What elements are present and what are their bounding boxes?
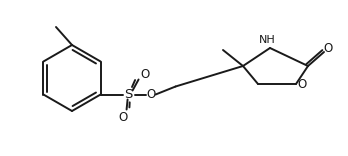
- Text: O: O: [140, 68, 149, 81]
- Text: NH: NH: [259, 35, 275, 45]
- Text: O: O: [118, 111, 127, 124]
- Text: O: O: [298, 78, 307, 92]
- Text: S: S: [124, 88, 133, 101]
- Text: O: O: [323, 42, 333, 56]
- Text: O: O: [146, 88, 155, 101]
